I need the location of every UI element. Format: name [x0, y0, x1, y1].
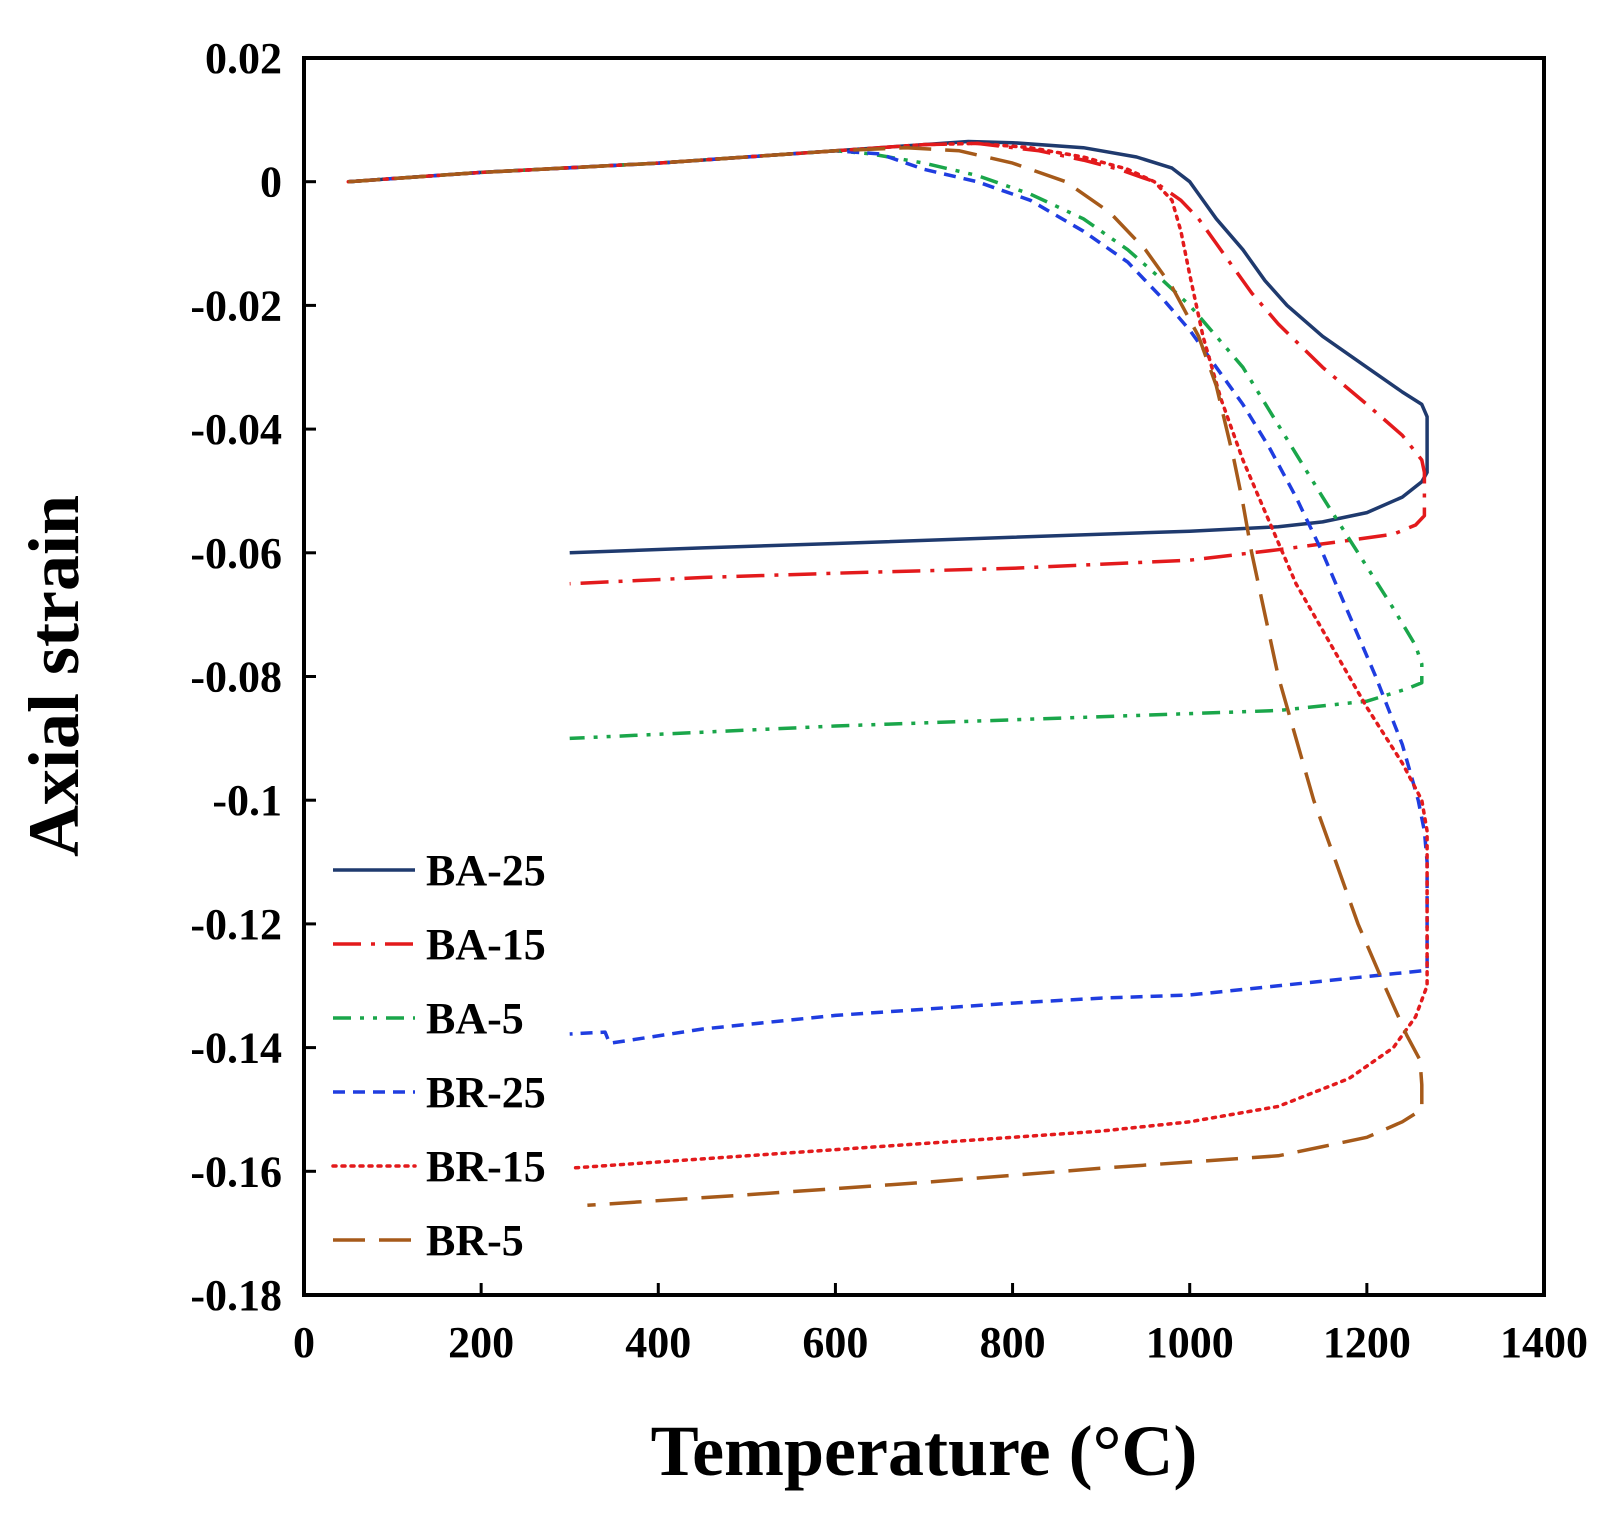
x-tick-label: 600	[802, 1318, 868, 1367]
y-tick-label: -0.1	[212, 776, 282, 825]
legend: BA-25 BA-15 BA-5 BR-25 BR-15 BR-5	[331, 846, 546, 1265]
x-axis-tick-labels: 0 200 400 600 800 1000 1200 1400	[293, 1318, 1588, 1367]
legend-label-br-25: BR-25	[426, 1068, 546, 1117]
legend-label-ba-15: BA-15	[426, 920, 546, 969]
x-axis-title: Temperature (°C)	[651, 1411, 1198, 1491]
x-tick-label: 200	[448, 1318, 514, 1367]
y-tick-label: -0.08	[190, 653, 282, 702]
y-axis-title: Axial strain	[14, 495, 94, 857]
y-tick-label: -0.12	[190, 900, 282, 949]
y-tick-label: -0.14	[190, 1024, 282, 1073]
y-tick-label: -0.04	[190, 405, 282, 454]
series-line-ba-5	[348, 149, 1424, 741]
y-tick-label: -0.16	[190, 1147, 282, 1196]
legend-label-br-5: BR-5	[426, 1216, 524, 1265]
y-tick-label: -0.18	[190, 1271, 282, 1320]
y-axis-tick-labels: 0.02 0 -0.02 -0.04 -0.06 -0.08 -0.1 -0.12 -0.14 -…	[190, 34, 282, 1320]
series-lines	[346, 139, 1429, 1208]
legend-label-ba-25: BA-25	[426, 846, 546, 895]
x-tick-label: 800	[980, 1318, 1046, 1367]
x-axis-ticks	[302, 1283, 1546, 1295]
series-line-br-25	[348, 149, 1429, 1046]
y-tick-label: -0.06	[190, 529, 282, 578]
y-tick-label: -0.02	[190, 281, 282, 330]
x-tick-label: 1200	[1323, 1318, 1411, 1367]
series-line-ba-25	[348, 139, 1429, 555]
legend-label-br-15: BR-15	[426, 1142, 546, 1191]
x-tick-label: 1000	[1146, 1318, 1234, 1367]
y-tick-label: 0	[260, 158, 282, 207]
y-tick-label: 0.02	[205, 34, 282, 83]
x-tick-label: 1400	[1500, 1318, 1588, 1367]
legend-label-ba-5: BA-5	[426, 994, 524, 1043]
series-line-ba-15	[348, 141, 1427, 586]
series-line-br-15	[346, 141, 1429, 1170]
x-tick-label: 0	[293, 1318, 315, 1367]
x-tick-label: 400	[625, 1318, 691, 1367]
y-axis-ticks	[304, 56, 316, 1297]
series-line-br-5	[348, 145, 1424, 1208]
